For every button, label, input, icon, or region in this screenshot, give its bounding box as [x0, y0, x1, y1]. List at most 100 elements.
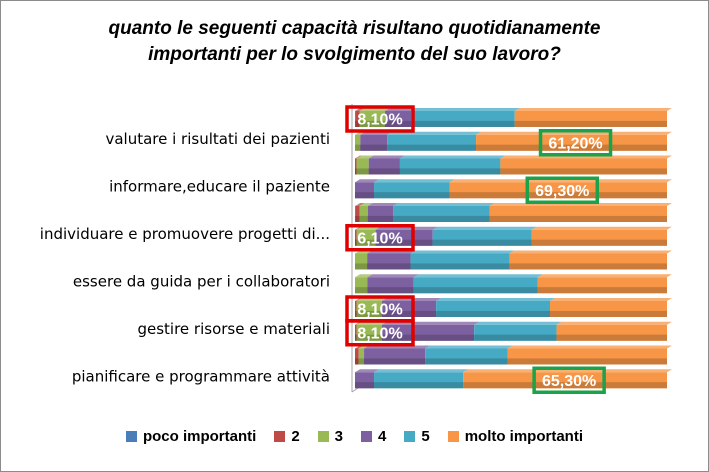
bar-segment-top [411, 108, 520, 111]
bar-segment-shade [355, 120, 356, 127]
bar-segment-shade [356, 168, 369, 175]
highlight-label: 8,10% [357, 112, 402, 129]
bar-segment [355, 111, 356, 127]
bar-segment-shade [355, 168, 357, 175]
bar-segment-shade [399, 168, 501, 175]
bar-segment-shade [393, 215, 490, 222]
bar-segment-shade [449, 192, 667, 199]
bar-segment-shade [355, 192, 375, 199]
bar-segment-top [531, 226, 672, 230]
bar-segment [355, 229, 357, 246]
bar-segment-shade [355, 382, 375, 389]
legend-item: 4 [361, 428, 386, 445]
bar-segment-shade [367, 215, 394, 222]
highlight-label: 8,10% [357, 302, 402, 319]
bar-segment-shade [381, 334, 475, 341]
category-label: informare,educare il paziente [109, 177, 330, 195]
highlight-box [345, 105, 415, 133]
bar-segment-shade [537, 287, 667, 294]
bar-segment-shade [463, 382, 667, 389]
highlight-box [532, 366, 606, 394]
category-label: individuare e promuovere progetti di... [40, 225, 330, 243]
legend-label: poco importanti [142, 428, 257, 445]
chart-title-line-1: quanto le seguenti capacità risultano qu… [108, 18, 601, 39]
legend-label: 5 [421, 428, 430, 445]
bar-segment-top [556, 321, 672, 325]
bar-segment-top [367, 274, 419, 278]
highlight-label: 8,10% [357, 325, 402, 342]
bar-segment-shade [489, 215, 667, 222]
bar-segment-shade [355, 263, 368, 270]
bar-segment-shade [531, 239, 667, 246]
bar-segment-top [355, 274, 373, 278]
bar-segment-top [356, 155, 374, 159]
legend-label: 3 [334, 428, 343, 445]
bar-segment-shade [474, 334, 557, 341]
chart-title-line-2: importanti per lo svolgimento del suo la… [148, 44, 561, 65]
category-label: gestire risorse e materiali [137, 320, 330, 338]
bar-segment-shade [432, 239, 532, 246]
highlight-label: 61,20% [548, 135, 602, 152]
bar-segment [355, 324, 357, 341]
bar-segment-shade [360, 144, 388, 151]
bar-segment-shade [387, 144, 477, 151]
bar-segment-top [509, 250, 672, 254]
legend-item: 5 [404, 428, 430, 445]
bar-segment [355, 134, 361, 151]
legend-item: 2 [274, 428, 300, 445]
bar-segment [355, 348, 359, 365]
bar-segment-top [355, 179, 380, 183]
bar-segment-shade [356, 239, 376, 246]
legend-item: 3 [317, 428, 343, 445]
bar-segment-top [393, 203, 495, 206]
bar-segment [355, 111, 360, 127]
highlight-box [345, 319, 415, 347]
category-label: valutare i risultati dei pazienti [105, 130, 330, 148]
bar-segment-shade [413, 287, 538, 294]
bar-segment-top [514, 108, 672, 111]
bar-segment-top [355, 369, 380, 373]
bar-segment-shade [514, 120, 667, 127]
bar-segment-top [550, 298, 672, 301]
bar-segment-top [367, 203, 399, 206]
bar-segment [355, 158, 357, 175]
bar-segment-top [537, 274, 672, 278]
legend-label: 4 [378, 428, 387, 445]
legend-swatch [274, 431, 286, 442]
bar-segment-shade [364, 358, 426, 365]
bar-segment-top [425, 345, 513, 349]
bar-segment-shade [355, 334, 357, 341]
legend-item: poco importanti [125, 428, 257, 445]
bar-segment-shade [368, 168, 400, 175]
bar-segment-shade [355, 287, 368, 294]
bar-segment-shade [355, 358, 359, 365]
legend-swatch [447, 431, 459, 442]
bar-segment-shade [374, 382, 464, 389]
category-label: essere da guida per i collaboratori [73, 272, 330, 290]
bar-segment-shade [411, 120, 515, 127]
highlight-label: 69,30% [535, 183, 589, 200]
bar-segment-shade [355, 120, 360, 127]
bar-segment-top [359, 203, 373, 206]
legend-swatch [404, 431, 416, 442]
bar-segment-top [413, 274, 543, 278]
bar-segment-shade [355, 144, 361, 151]
bar-segment-shade [384, 120, 412, 127]
chart-legend: poco importanti 2 3 4 5 molto importanti [0, 428, 709, 445]
bar-segment-top [399, 155, 506, 159]
highlight-label: 6,10% [357, 230, 402, 247]
legend-label: 2 [291, 428, 300, 445]
bar-segment-top [474, 321, 562, 325]
highlight-box [345, 224, 415, 252]
bar-segment-shade [355, 215, 360, 222]
bar-segment-shade [367, 263, 411, 270]
bar-segment-shade [358, 358, 365, 365]
bar-segment-shade [507, 358, 667, 365]
bar-segment-shade [356, 334, 382, 341]
bar-segment-shade [550, 310, 667, 317]
highlight-box [538, 129, 613, 157]
bar-segment-shade [359, 120, 385, 127]
category-label: pianificare e programmare attività [72, 367, 330, 385]
highlight-box [525, 176, 600, 204]
bar-segment-top [507, 345, 672, 349]
